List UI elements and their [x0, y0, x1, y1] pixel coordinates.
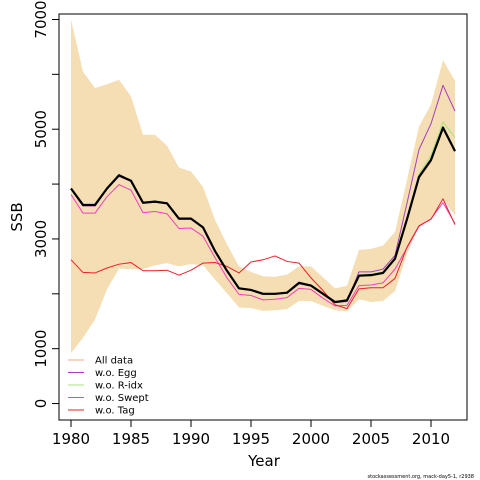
series-lines-layer — [70, 84, 456, 310]
legend-entry: w.o. Tag — [95, 406, 135, 417]
x-axis: 1980 1985 1990 1995 2000 2005 2010 — [52, 419, 450, 448]
legend-entry: w.o. Swept — [95, 393, 149, 404]
x-tick-label: 1995 — [232, 430, 270, 448]
x-tick-label: 1980 — [52, 430, 90, 448]
y-tick-label: 0 — [32, 399, 50, 409]
x-tick-label: 2000 — [292, 430, 330, 448]
y-axis: 0 1000 3000 5000 7000 — [32, 0, 60, 409]
legend-entry: w.o. R-idx — [95, 381, 143, 392]
x-tick-label: 1985 — [112, 430, 150, 448]
footer-credit: stockassessment.org, mack-day5-1, r2938 — [368, 474, 475, 480]
y-tick-label: 1000 — [32, 330, 50, 368]
x-axis-title: Year — [247, 452, 281, 470]
series-line-3 — [70, 184, 456, 307]
series-line-4 — [70, 198, 456, 310]
legend-entry: w.o. Egg — [95, 368, 137, 379]
confidence-band — [71, 19, 455, 354]
x-tick-label: 1990 — [172, 430, 210, 448]
y-tick-label: 5000 — [32, 110, 50, 148]
y-tick-label: 3000 — [32, 220, 50, 258]
confidence-band-layer — [71, 19, 455, 354]
legend-entry: All data — [95, 356, 133, 367]
y-axis-title: SSB — [8, 202, 26, 231]
series-line-5 — [70, 126, 456, 304]
x-tick-label: 2010 — [412, 430, 450, 448]
x-tick-label: 2005 — [352, 430, 390, 448]
y-tick-label: 7000 — [32, 0, 50, 38]
